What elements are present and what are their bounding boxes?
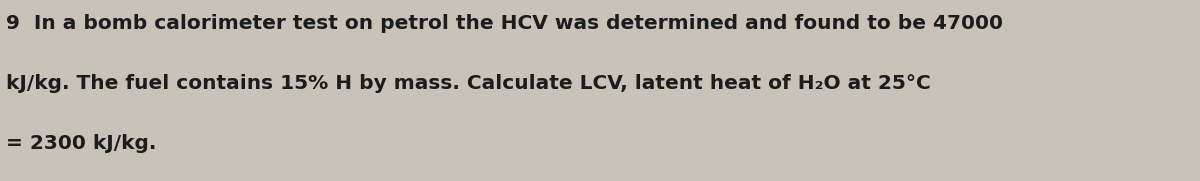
Text: kJ/kg. The fuel contains 15% H by mass. Calculate LCV, latent heat of H₂O at 25°: kJ/kg. The fuel contains 15% H by mass. … (6, 74, 931, 93)
Text: = 2300 kJ/kg.: = 2300 kJ/kg. (6, 134, 156, 153)
Text: 9  In a bomb calorimeter test on petrol the HCV was determined and found to be 4: 9 In a bomb calorimeter test on petrol t… (6, 14, 1003, 33)
